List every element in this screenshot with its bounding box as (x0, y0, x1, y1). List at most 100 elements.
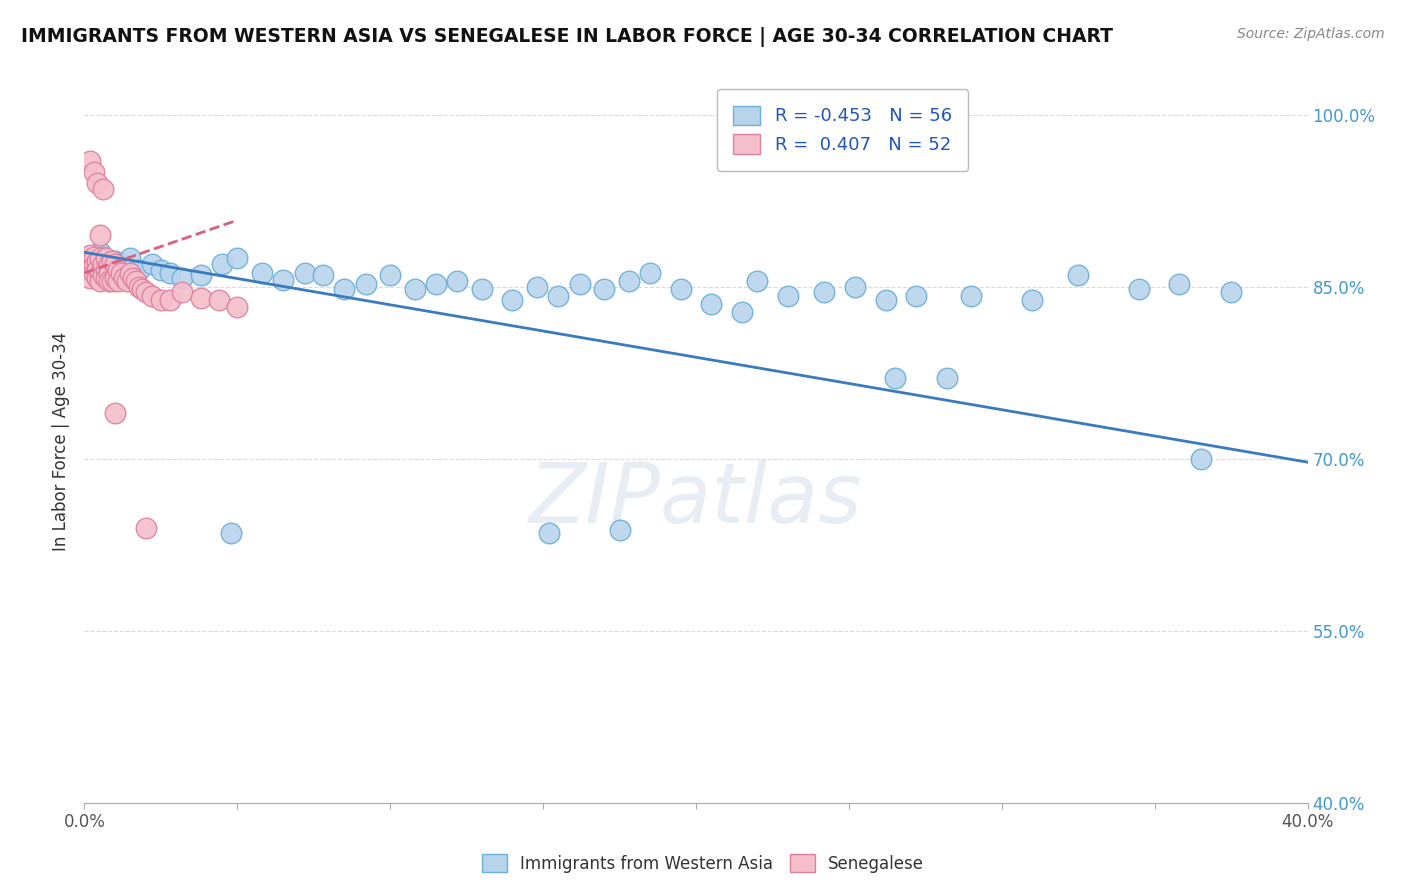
Point (94, 270, 117, 285)
Point (107, 274, 129, 288)
Point (86, 270, 108, 285)
Point (110, 266, 132, 280)
Point (89, 228, 111, 243)
Point (104, 254, 127, 268)
Point (76, 251, 98, 265)
Point (79, 257, 101, 271)
Point (86, 177, 108, 191)
Point (404, 282, 426, 296)
Point (159, 293, 181, 308)
Point (172, 285, 194, 300)
Point (115, 274, 138, 288)
Point (1021, 293, 1043, 308)
Point (86, 247, 108, 261)
Point (79, 270, 101, 285)
Point (883, 371, 905, 385)
Point (538, 526, 561, 541)
Point (502, 293, 524, 308)
Point (776, 289, 799, 303)
Point (86, 254, 108, 268)
Point (1067, 268, 1090, 283)
Point (211, 257, 233, 271)
Point (76, 254, 98, 268)
Point (83, 165, 105, 179)
Point (83, 251, 105, 265)
Point (638, 266, 661, 280)
Point (159, 266, 181, 280)
Point (446, 274, 468, 288)
Point (547, 289, 569, 303)
Point (425, 277, 447, 292)
Point (122, 270, 145, 285)
Point (141, 289, 163, 303)
Point (226, 301, 249, 315)
Point (312, 268, 335, 283)
Point (120, 266, 142, 280)
Point (731, 305, 754, 319)
Point (568, 277, 591, 292)
Point (91, 182, 114, 196)
Point (149, 262, 172, 277)
Point (94, 251, 117, 265)
Point (747, 274, 769, 288)
Point (91, 268, 114, 283)
Point (190, 291, 212, 305)
Point (380, 268, 402, 283)
Text: Source: ZipAtlas.com: Source: ZipAtlas.com (1237, 27, 1385, 41)
Point (172, 270, 194, 285)
Point (271, 273, 294, 287)
Point (128, 262, 150, 277)
Point (83, 250, 105, 264)
Point (101, 254, 124, 268)
Point (97, 257, 120, 271)
Legend: Immigrants from Western Asia, Senegalese: Immigrants from Western Asia, Senegalese (475, 847, 931, 880)
Point (1220, 285, 1243, 300)
Legend: R = -0.453   N = 56, R =  0.407   N = 52: R = -0.453 N = 56, R = 0.407 N = 52 (717, 89, 969, 170)
Point (104, 270, 127, 285)
Text: ZIPatlas: ZIPatlas (529, 458, 863, 540)
Point (89, 274, 111, 288)
Point (354, 277, 377, 292)
Point (875, 293, 897, 308)
Point (1128, 282, 1150, 296)
Point (112, 270, 135, 285)
Point (226, 251, 249, 265)
Point (79, 247, 101, 261)
Point (97, 274, 120, 288)
Point (141, 257, 163, 271)
Point (79, 153, 101, 168)
Point (250, 266, 273, 280)
Point (294, 266, 316, 280)
Point (905, 289, 928, 303)
Point (135, 520, 157, 534)
Point (471, 282, 494, 296)
Point (135, 285, 157, 300)
Point (333, 282, 356, 296)
Point (131, 282, 153, 296)
Text: IMMIGRANTS FROM WESTERN ASIA VS SENEGALESE IN LABOR FORCE | AGE 30-34 CORRELATIO: IMMIGRANTS FROM WESTERN ASIA VS SENEGALE… (21, 27, 1114, 46)
Point (128, 279, 150, 293)
Point (125, 274, 148, 288)
Point (609, 523, 631, 537)
Point (669, 282, 692, 296)
Y-axis label: In Labor Force | Age 30-34: In Labor Force | Age 30-34 (52, 332, 70, 551)
Point (97, 266, 120, 280)
Point (110, 257, 132, 271)
Point (79, 262, 101, 277)
Point (104, 406, 127, 420)
Point (960, 289, 983, 303)
Point (190, 268, 212, 283)
Point (935, 371, 957, 385)
Point (91, 257, 114, 271)
Point (1189, 451, 1212, 466)
Point (700, 297, 723, 311)
Point (526, 279, 548, 293)
Point (97, 259, 120, 273)
Point (89, 245, 111, 260)
Point (83, 259, 105, 273)
Point (94, 262, 117, 277)
Point (593, 282, 616, 296)
Point (89, 266, 111, 280)
Point (83, 266, 105, 280)
Point (89, 251, 111, 265)
